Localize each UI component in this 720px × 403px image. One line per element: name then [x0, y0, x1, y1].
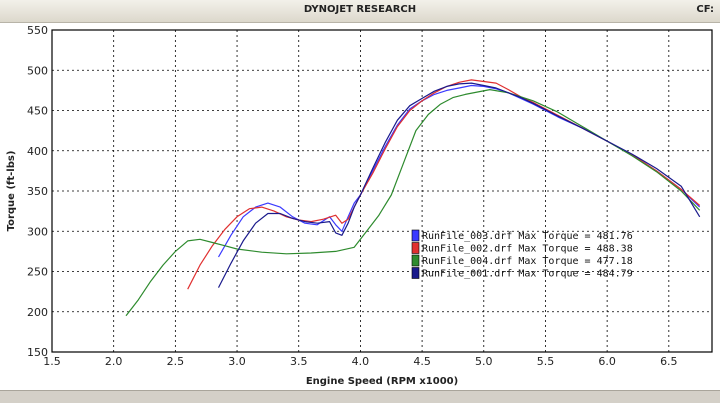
x-tick-label: 3.5 — [290, 355, 308, 368]
y-tick-label: 400 — [27, 145, 48, 158]
tick-labels: 1.5 2.0 2.5 3.0 3.5 4.0 4.5 5.0 5.5 6.0 6.5 150 200 2… — [27, 24, 678, 368]
x-tick-label: 6.5 — [660, 355, 678, 368]
series-line-4 — [217, 82, 701, 288]
series-line-3 — [125, 88, 701, 317]
legend-entry: RunFile_001.drf Max Torque = 484.79 — [422, 269, 633, 280]
title-bar: DYNOJET RESEARCH CF: — [0, 0, 720, 23]
series-line-1 — [217, 84, 701, 258]
series-line-2 — [187, 79, 701, 290]
status-bar — [0, 390, 720, 403]
x-axis-label: Engine Speed (RPM x1000) — [306, 376, 458, 387]
x-tick-label: 1.5 — [43, 355, 61, 368]
chart-title: DYNOJET RESEARCH — [303, 4, 417, 15]
y-tick-label: 300 — [27, 225, 48, 238]
legend-entry: RunFile_004.drf Max Torque = 477.18 — [422, 256, 633, 267]
x-tick-label: 6.0 — [598, 355, 616, 368]
y-tick-label: 350 — [27, 185, 48, 198]
y-tick-label: 450 — [27, 105, 48, 118]
x-tick-label: 5.0 — [475, 355, 493, 368]
series-layer — [125, 79, 701, 317]
y-tick-label: 250 — [27, 266, 48, 279]
y-axis-label: Torque (ft-lbs) — [6, 151, 17, 232]
y-tick-label: 550 — [27, 24, 48, 37]
x-tick-label: 4.5 — [413, 355, 431, 368]
y-tick-label: 500 — [27, 64, 48, 77]
grid-lines — [51, 29, 713, 353]
cf-label: CF: — [696, 4, 714, 15]
legend: RunFile_003.drf Max Torque = 481.76 RunFi… — [411, 229, 633, 280]
x-tick-label: 3.0 — [228, 355, 246, 368]
x-tick-label: 2.5 — [167, 355, 185, 368]
legend-entry: RunFile_002.drf Max Torque = 488.38 — [422, 244, 633, 255]
x-tick-label: 4.0 — [352, 355, 370, 368]
legend-swatch — [411, 229, 420, 242]
x-tick-label: 2.0 — [105, 355, 123, 368]
legend-swatch — [411, 267, 420, 279]
y-tick-label: 200 — [27, 306, 48, 319]
y-tick-label: 150 — [27, 346, 48, 359]
legend-swatch — [411, 254, 420, 267]
x-tick-label: 5.5 — [537, 355, 555, 368]
legend-swatch — [411, 242, 420, 254]
legend-entry: RunFile_003.drf Max Torque = 481.76 — [422, 231, 633, 242]
torque-chart: 1.5 2.0 2.5 3.0 3.5 4.0 4.5 5.0 5.5 6.0 6.5 150 200 2… — [6, 24, 713, 387]
